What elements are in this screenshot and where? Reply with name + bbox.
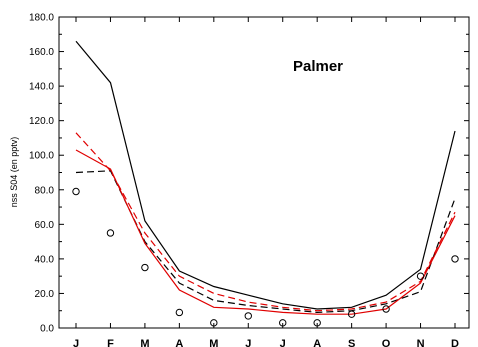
series-line-2 [75, 170, 456, 314]
y-tick-label: 20.0 [35, 289, 55, 300]
x-tick-label: J [73, 338, 79, 347]
plot-frame [58, 16, 470, 329]
series-line-3 [75, 149, 456, 315]
observation-point [141, 263, 149, 272]
chart-title: Palmer [293, 58, 343, 75]
observation-point [72, 187, 80, 196]
observation-point [347, 310, 356, 318]
y-tick-label: 0.0 [40, 324, 54, 335]
y-tick-label: 100.0 [29, 151, 54, 162]
x-tick-label: J [245, 338, 251, 347]
x-tick-label: M [209, 338, 218, 347]
x-tick-label: A [313, 338, 321, 347]
observation-point [106, 229, 115, 237]
x-tick-label: J [280, 338, 286, 347]
x-tick-label: D [451, 338, 459, 347]
y-tick-label: 60.0 [35, 220, 55, 231]
y-axis-label: nss S04 (en pptv) [9, 137, 19, 208]
observation-point [279, 319, 287, 327]
x-tick-label: A [175, 338, 183, 347]
x-tick-label: S [348, 338, 355, 347]
y-tick-label: 80.0 [35, 185, 55, 196]
x-tick-label: M [140, 338, 149, 347]
observation-points [72, 187, 459, 327]
axis-ticks [59, 16, 469, 329]
x-tick-label: O [382, 338, 391, 347]
observation-point [382, 305, 390, 313]
observation-point [451, 255, 459, 263]
observation-point [244, 312, 252, 320]
y-tick-label: 140.0 [29, 82, 54, 93]
observation-point [175, 308, 184, 317]
observation-point [416, 272, 425, 280]
observation-point [313, 319, 321, 327]
y-tick-label: 40.0 [35, 254, 55, 265]
x-tick-label: N [417, 338, 425, 347]
series-line-4 [75, 132, 456, 312]
y-tick-labels: 0.0 20.0 40.0 60.0 80.0 100.0 120.0 140.0 160.0 1… [29, 13, 54, 335]
y-tick-label: 160.0 [29, 47, 54, 58]
observation-point [210, 319, 218, 327]
y-tick-label: 180.0 [29, 13, 54, 24]
series-line-1 [75, 40, 456, 310]
x-tick-label: F [107, 338, 114, 347]
series-lines [75, 40, 456, 315]
y-tick-label: 120.0 [29, 116, 54, 127]
